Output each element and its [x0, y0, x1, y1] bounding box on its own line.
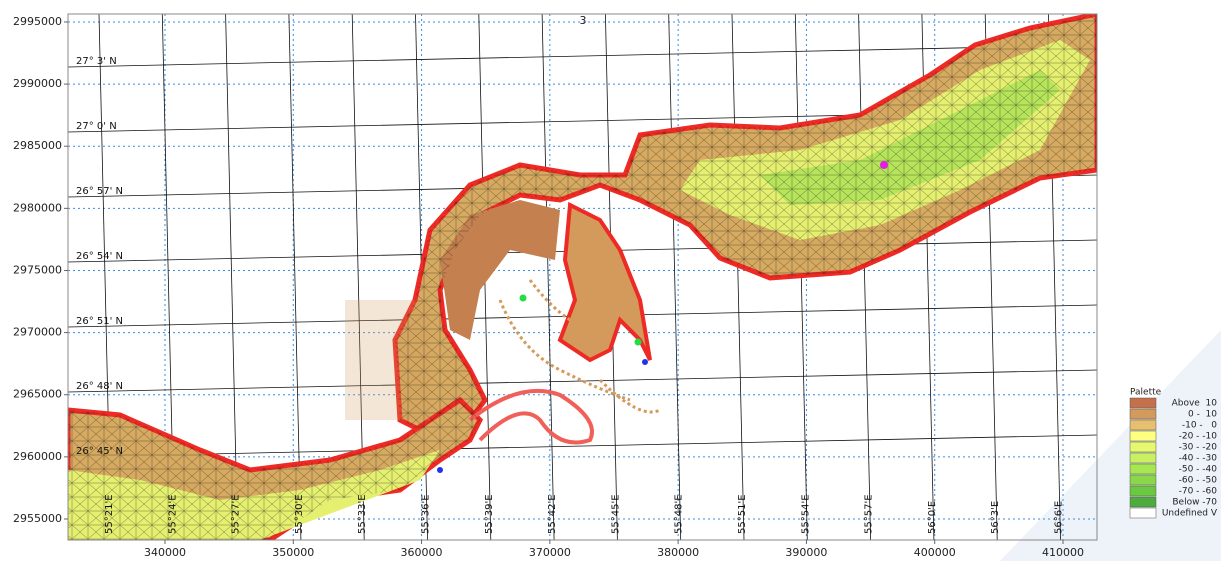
y-tick-label: 2970000 [13, 326, 62, 339]
station [880, 161, 888, 169]
legend-swatch [1130, 431, 1156, 441]
longitude-label: 55°24'E [167, 494, 178, 534]
station [635, 339, 642, 346]
longitude-label: 55°36'E [421, 494, 432, 534]
latitude-label: 26° 54' N [76, 251, 123, 262]
longitude-label: 56°3'E [990, 501, 1001, 534]
page: {"title": "3", "x_axis": {"xlim": [33244… [0, 0, 1221, 561]
legend-label: Below -70 [1172, 498, 1217, 508]
legend-swatch [1130, 453, 1156, 463]
legend-title: Palette [1130, 388, 1162, 398]
legend-swatch [1130, 464, 1156, 474]
longitude-label: 55°45'E [610, 494, 621, 534]
y-tick-label: 2955000 [13, 512, 62, 525]
legend-swatch [1130, 486, 1156, 496]
station [520, 295, 527, 302]
x-tick-label: 360000 [401, 546, 443, 559]
map-title: 3 [580, 14, 587, 27]
legend-swatch [1130, 398, 1156, 408]
y-tick-label: 2985000 [13, 139, 62, 152]
longitude-label: 56°6'E [1054, 501, 1065, 534]
legend-swatch [1130, 475, 1156, 485]
longitude-label: 55°57'E [864, 494, 875, 534]
latitude-label: 27° 0' N [76, 121, 117, 132]
station [642, 359, 648, 365]
legend-label: 0 - 10 [1188, 410, 1217, 420]
legend-label: -50 - -40 [1179, 465, 1218, 475]
legend-label: Undefined V [1162, 509, 1218, 519]
legend-swatch [1130, 409, 1156, 419]
y-tick-label: 2975000 [13, 263, 62, 276]
x-tick-label: 340000 [144, 546, 186, 559]
longitude-label: 55°48'E [674, 494, 685, 534]
x-tick-label: 390000 [785, 546, 827, 559]
longitude-label: 55°21'E [104, 494, 115, 534]
legend-swatch [1130, 442, 1156, 452]
longitude-label: 55°33'E [357, 494, 368, 534]
legend-label: -70 - -60 [1179, 487, 1218, 497]
legend-swatch [1130, 420, 1156, 430]
x-tick-label: 380000 [657, 546, 699, 559]
legend-label: -30 - -20 [1179, 443, 1218, 453]
x-tick-label: 370000 [529, 546, 571, 559]
longitude-label: 56°0'E [927, 501, 938, 534]
legend-label: Above 10 [1172, 399, 1218, 409]
latitude-label: 26° 45' N [76, 446, 123, 457]
legend-label: -40 - -30 [1179, 454, 1218, 464]
y-tick-label: 2990000 [13, 77, 62, 90]
longitude-label: 55°39'E [484, 494, 495, 534]
legend-label: -10 - 0 [1182, 421, 1217, 431]
latitude-label: 26° 57' N [76, 186, 123, 197]
legend-label: -20 - -10 [1179, 432, 1218, 442]
longitude-label: 55°54'E [800, 494, 811, 534]
latitude-label: 26° 48' N [76, 381, 123, 392]
legend-swatch [1130, 497, 1156, 507]
x-tick-label: 400000 [914, 546, 956, 559]
legend-swatch [1130, 508, 1156, 518]
map-view: 27° 3' N 27° 0' N 26° 57' N 26° 54' N 26° 51… [0, 0, 1221, 561]
latitude-label: 26° 51' N [76, 316, 123, 327]
x-tick-label: 350000 [272, 546, 314, 559]
longitude-label: 55°42'E [547, 494, 558, 534]
y-tick-label: 2980000 [13, 201, 62, 214]
x-tick-label: 410000 [1042, 546, 1084, 559]
y-tick-label: 2965000 [13, 388, 62, 401]
longitude-label: 55°51'E [737, 494, 748, 534]
y-tick-label: 2995000 [13, 15, 62, 28]
station [437, 467, 443, 473]
legend-label: -60 - -50 [1179, 476, 1218, 486]
y-tick-label: 2960000 [13, 450, 62, 463]
longitude-label: 55°27'E [231, 494, 242, 534]
latitude-label: 27° 3' N [76, 56, 117, 67]
longitude-label: 55°30'E [294, 494, 305, 534]
